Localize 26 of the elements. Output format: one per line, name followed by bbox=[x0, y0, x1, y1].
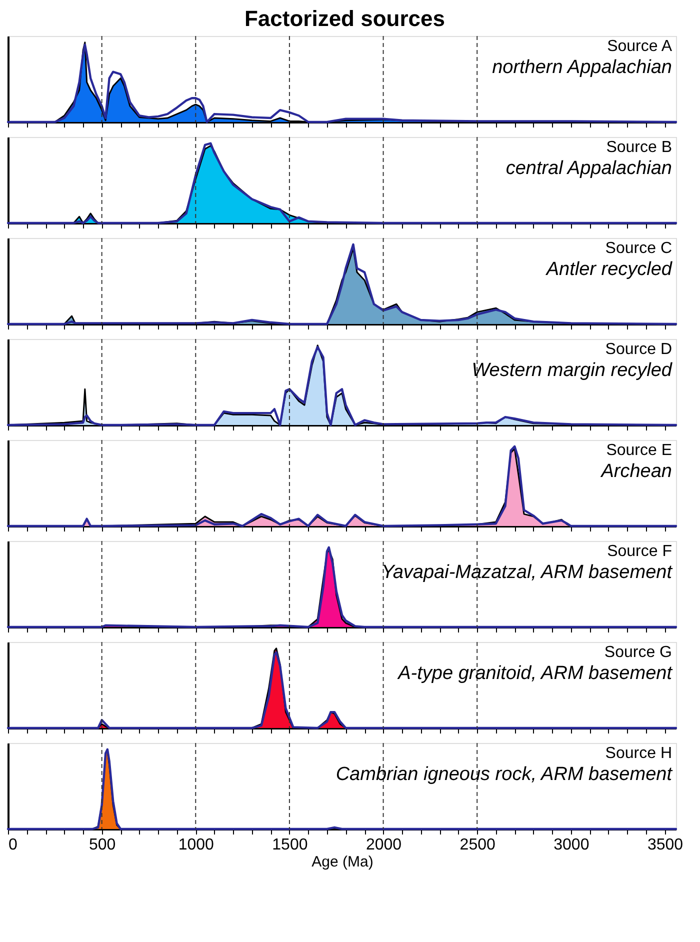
x-tick-label: 1500 bbox=[272, 836, 308, 854]
x-tick-label: 3500 bbox=[647, 836, 684, 854]
chart-title: Source H bbox=[605, 745, 672, 762]
x-tick-label: 2500 bbox=[460, 836, 496, 854]
chart-title: Source G bbox=[604, 644, 672, 661]
chart-title: Source C bbox=[605, 240, 672, 257]
text: central Appalachian bbox=[506, 158, 672, 179]
chart-title: Source D bbox=[605, 341, 672, 358]
x-tick-label: 500 bbox=[88, 836, 116, 854]
text: Cambrian igneous rock, ARM basement bbox=[336, 764, 673, 785]
chart-title: Source E bbox=[606, 442, 672, 459]
text: Archean bbox=[600, 461, 672, 482]
chart-title: Source F bbox=[607, 543, 672, 560]
text: Antler recycled bbox=[545, 259, 674, 280]
x-tick-label: 3000 bbox=[554, 836, 590, 854]
x-tick-label: 2000 bbox=[366, 836, 402, 854]
chart-title: Source B bbox=[606, 139, 672, 156]
x-axis-title: Age (Ma) bbox=[312, 854, 374, 870]
text: A-type granitoid, ARM basement bbox=[397, 663, 673, 684]
text: Western margin recyled bbox=[472, 360, 674, 381]
text: Yavapai-Mazatzal, ARM basement bbox=[382, 562, 673, 583]
x-tick-label: 1000 bbox=[178, 836, 214, 854]
text: Factorized sources bbox=[244, 6, 445, 31]
x-tick-label: 0 bbox=[8, 836, 18, 854]
text: northern Appalachian bbox=[492, 57, 672, 78]
chart-title: Source A bbox=[607, 38, 672, 55]
